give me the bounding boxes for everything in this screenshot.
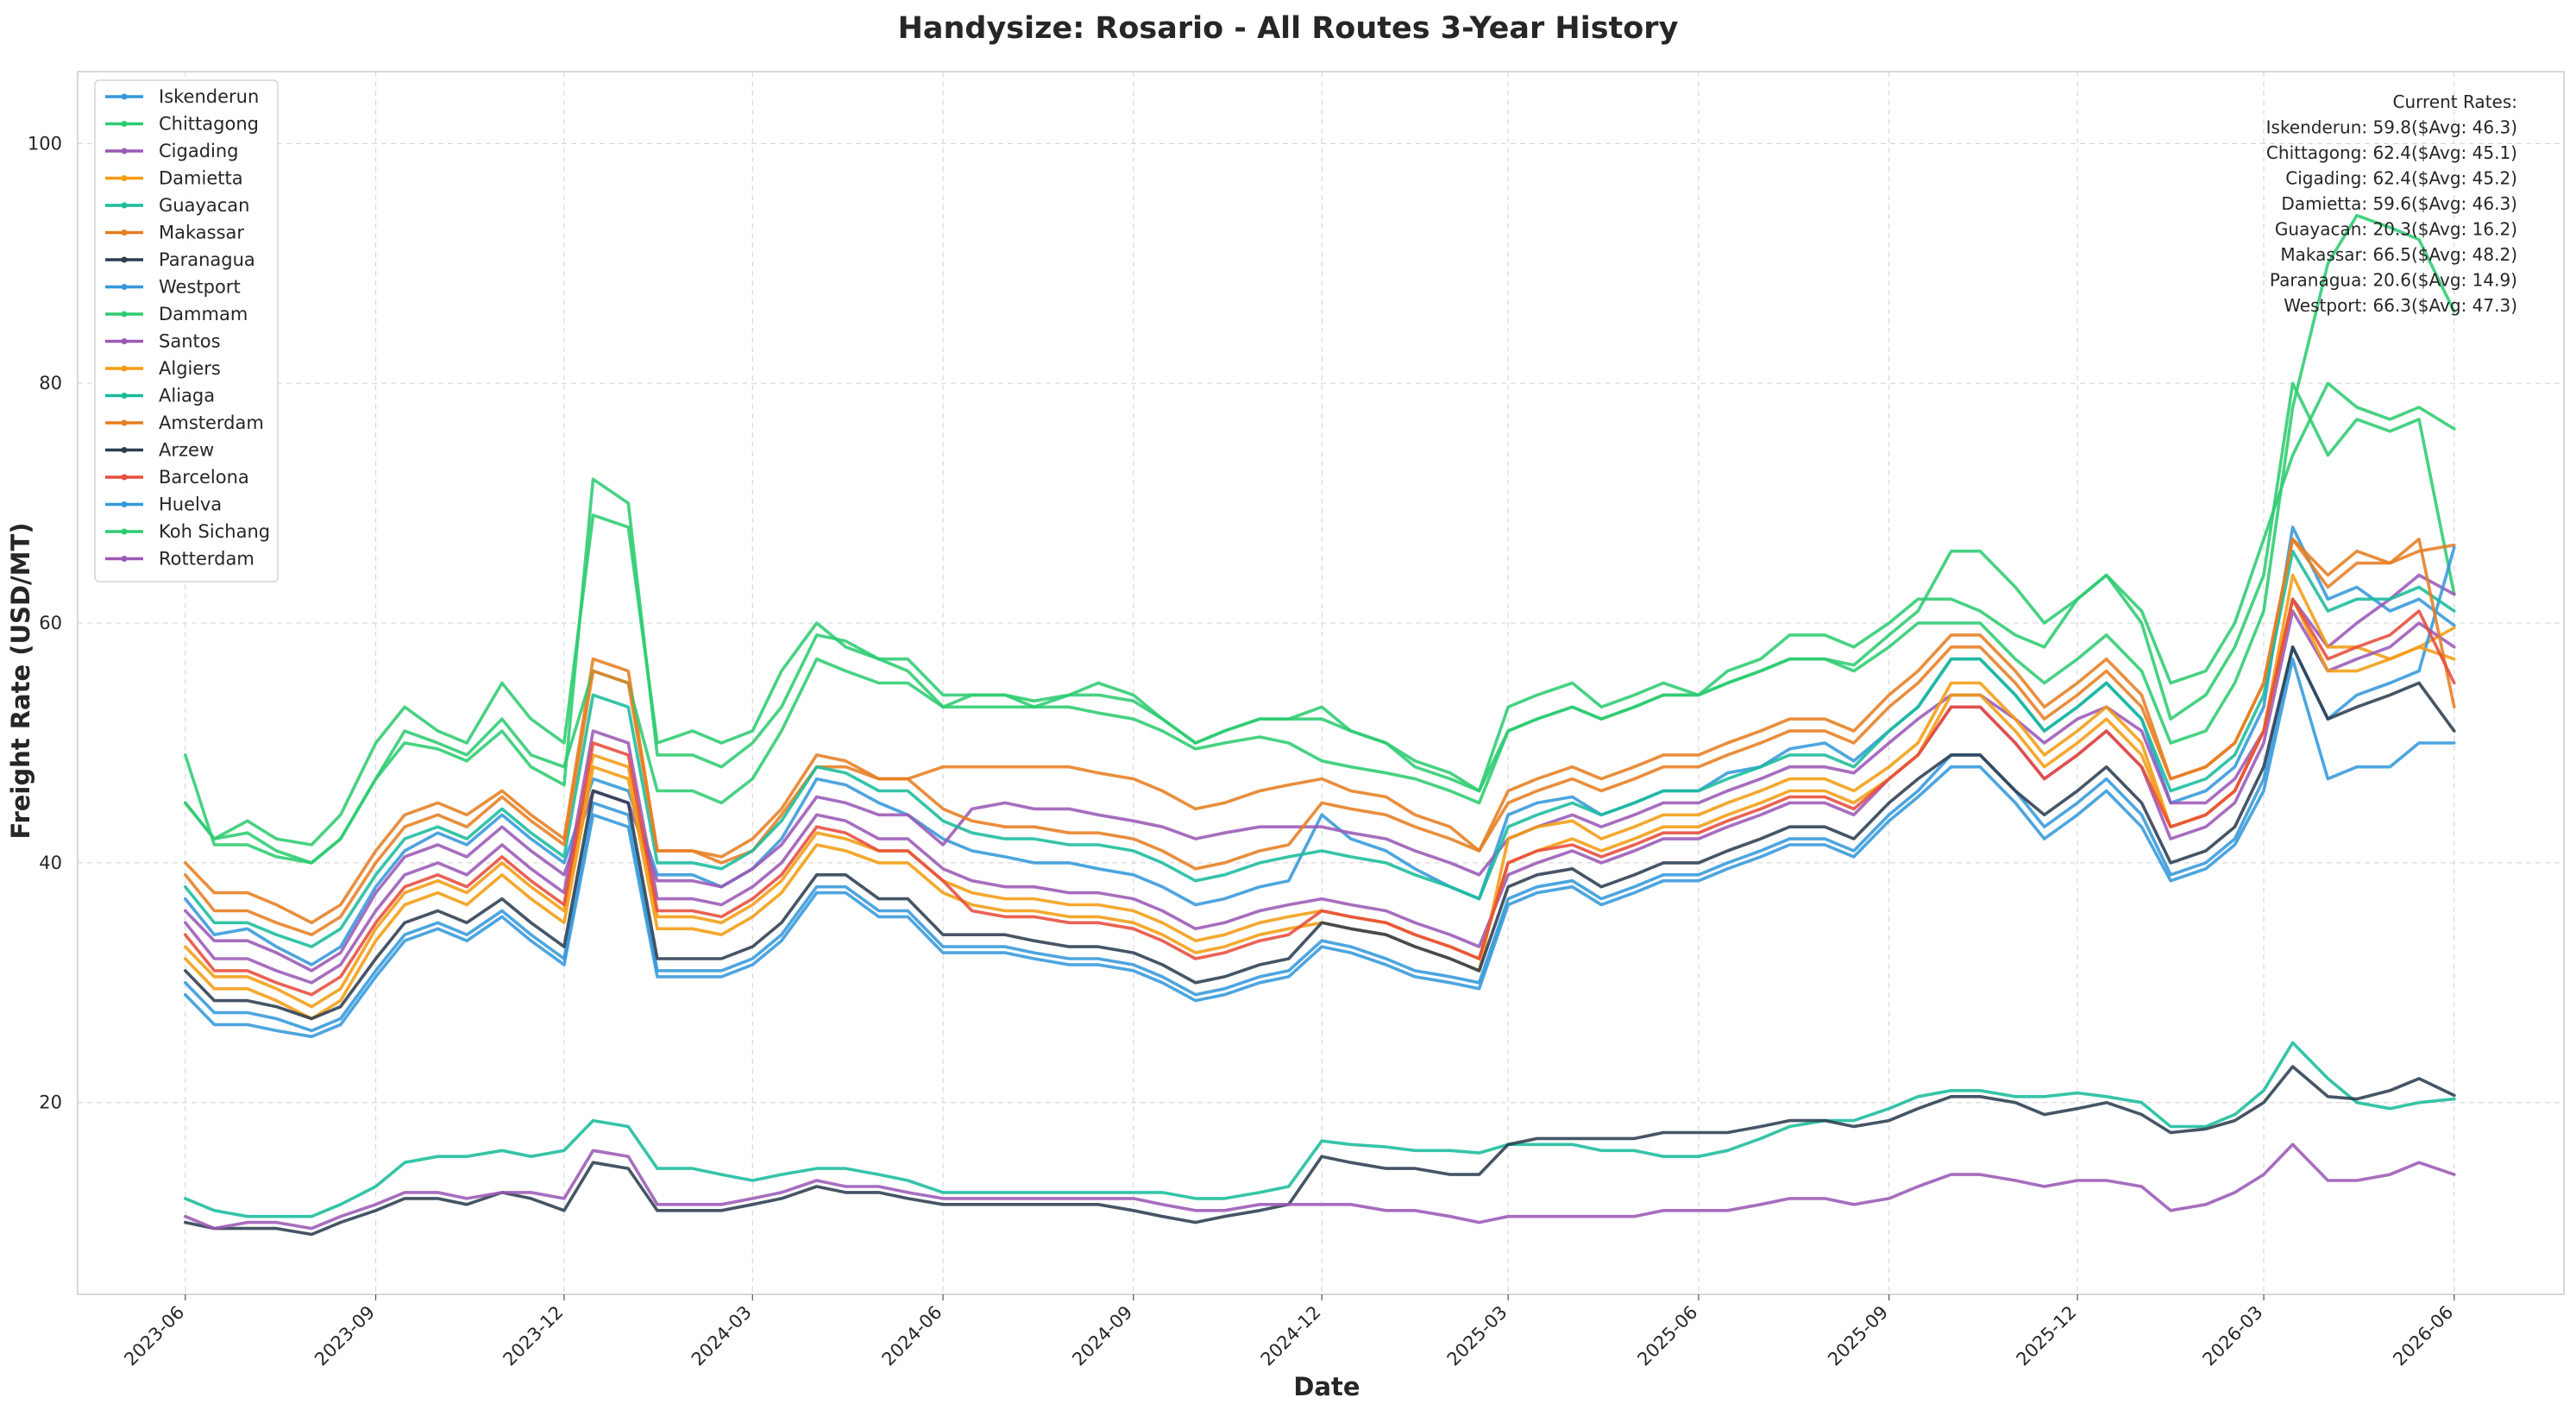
legend-entry-label: Koh Sichang — [159, 521, 270, 542]
legend-marker — [121, 447, 128, 453]
legend-entry-label: Guayacan — [159, 195, 249, 216]
legend-marker — [121, 256, 128, 263]
rates-line: Iskenderun: 59.8($Avg: 46.3) — [2266, 117, 2517, 138]
series-line-arzew — [184, 645, 2456, 1021]
y-tick-label: 20 — [39, 1092, 62, 1113]
series-line-rotterdam — [184, 1142, 2456, 1231]
grid — [78, 72, 2564, 1294]
legend-entry-label: Amsterdam — [159, 412, 264, 433]
series-line-dammam — [184, 381, 2456, 865]
series-line-koh-sichang — [184, 213, 2456, 865]
series-line-barcelona — [184, 597, 2456, 997]
plot-frame — [77, 71, 2565, 1295]
legend-entry-label: Chittagong — [159, 114, 259, 135]
legend-marker — [121, 501, 128, 507]
legend-entry-label: Cigading — [159, 141, 239, 161]
legend-marker — [121, 230, 128, 236]
y-tick-label: 40 — [39, 853, 62, 873]
legend-entry-label: Paranagua — [159, 249, 255, 270]
series-line-guayacan — [184, 1041, 2456, 1218]
legend-entry-label: Iskenderun — [159, 86, 259, 107]
legend-marker — [121, 284, 128, 290]
legend-entry-label: Arzew — [159, 440, 214, 461]
legend-marker — [121, 93, 128, 100]
series-line-cigading — [184, 573, 2456, 973]
current-rates-annotation: Current Rates: Iskenderun: 59.8($Avg: 46.… — [2266, 91, 2517, 316]
legend-marker — [121, 528, 128, 535]
rates-line: Paranagua: 20.6($Avg: 14.9) — [2270, 270, 2517, 291]
legend-entry-label: Damietta — [159, 168, 243, 189]
legend-entry-label: Aliaga — [159, 386, 215, 406]
legend-marker — [121, 311, 128, 318]
legend-marker — [121, 365, 128, 372]
chart-title: Handysize: Rosario - All Routes 3-Year H… — [898, 11, 1679, 46]
rates-line: Chittagong: 62.4($Avg: 45.1) — [2266, 142, 2517, 163]
rates-line: Westport: 66.3($Avg: 47.3) — [2284, 295, 2517, 316]
series-line-aliaga — [184, 549, 2456, 948]
series-line-huelva — [184, 657, 2456, 1039]
legend-marker — [121, 474, 128, 481]
y-tick-label: 80 — [39, 373, 62, 393]
legend-entry-label: Santos — [159, 331, 221, 352]
legend-marker — [121, 202, 128, 209]
legend-marker — [121, 121, 128, 127]
series-line-amsterdam — [184, 538, 2456, 936]
y-tick-label: 100 — [28, 133, 62, 154]
legend-entry-label: Makassar — [159, 223, 244, 243]
rates-line: Guayacan: 20.3($Avg: 16.2) — [2275, 219, 2517, 240]
rates-header: Current Rates: — [2393, 91, 2518, 112]
y-axis-label: Freight Rate (USD/MT) — [6, 522, 35, 839]
series-lines — [184, 213, 2456, 1237]
legend-entry-label: Huelva — [159, 494, 222, 515]
legend-marker — [121, 148, 128, 154]
legend-marker — [121, 175, 128, 181]
rates-line: Damietta: 59.6($Avg: 46.3) — [2281, 193, 2517, 214]
legend-entry-label: Algiers — [159, 358, 221, 379]
legend-marker — [121, 556, 128, 562]
y-tick-label: 60 — [39, 613, 62, 633]
rates-line: Cigading: 62.4($Avg: 45.2) — [2285, 168, 2517, 189]
legend-entry-label: Barcelona — [159, 467, 249, 488]
legend-marker — [121, 393, 128, 399]
rates-line: Makassar: 66.5($Avg: 48.2) — [2280, 244, 2517, 265]
legend-marker — [121, 419, 128, 426]
series-line-paranagua — [184, 1065, 2456, 1237]
x-axis-label: Date — [1293, 1372, 1360, 1401]
legend: Iskenderun Chittagong Cigading Damietta Guay… — [94, 79, 279, 582]
legend-marker — [121, 338, 128, 344]
legend-entry-label: Westport — [159, 277, 241, 298]
legend-entry-label: Dammam — [159, 304, 248, 324]
legend-entry-label: Rotterdam — [159, 549, 254, 570]
